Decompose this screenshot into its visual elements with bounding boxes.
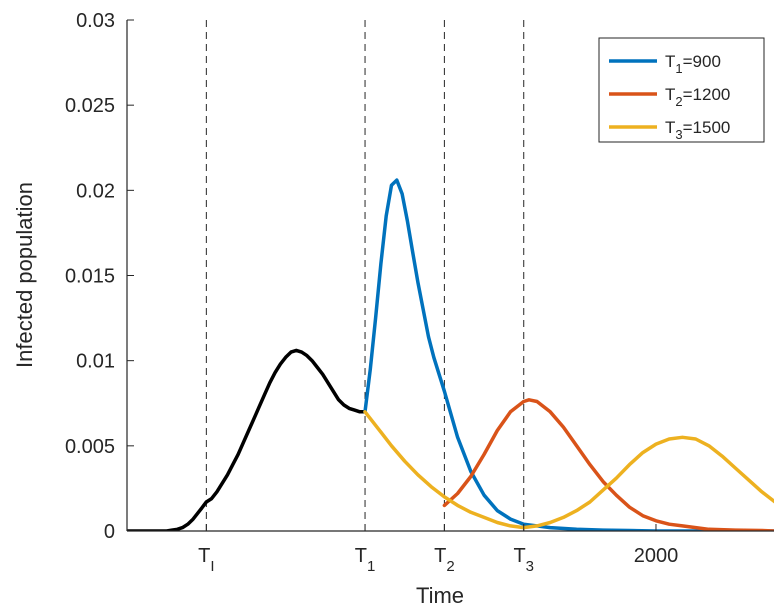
legend-label-2: T3=1500 [665,118,730,142]
y-tick-label-6: 0.03 [76,10,115,32]
series-line-2 [442,398,774,531]
x-tick-label-4: 2000 [634,545,679,567]
legend-box [598,37,765,143]
x-tick-label-0: TI [198,545,214,575]
x-tick-label-3: T3 [513,545,534,575]
y-tick-label-0: 0 [104,521,115,543]
legend-label-0: T1=900 [665,52,721,76]
y-tick-label-4: 0.02 [76,180,115,202]
legend: T1=900 T2=1200 T3=1500 [598,37,765,143]
y-tick-label-5: 0.025 [65,95,115,117]
x-axis-title: Time [416,583,464,608]
reference-lines [205,20,525,531]
x-tick-label-2: T2 [434,545,455,575]
y-tick-label-3: 0.015 [65,266,115,288]
x-tick-label-1: T1 [355,545,376,575]
series-line-0 [127,348,367,531]
y-tick-label-2: 0.01 [76,351,115,373]
y-tick-label-1: 0.005 [65,436,115,458]
y-ticks: 0 0.005 0.01 0.015 0.02 0.025 0.03 [65,10,134,543]
series-line-3 [363,410,774,530]
series-layer [127,178,774,531]
x-ticks: TI T1 T2 T3 2000 [198,524,678,575]
series-line-1 [363,178,774,531]
legend-label-1: T2=1200 [665,85,730,109]
y-axis-title: Infected population [12,182,37,368]
